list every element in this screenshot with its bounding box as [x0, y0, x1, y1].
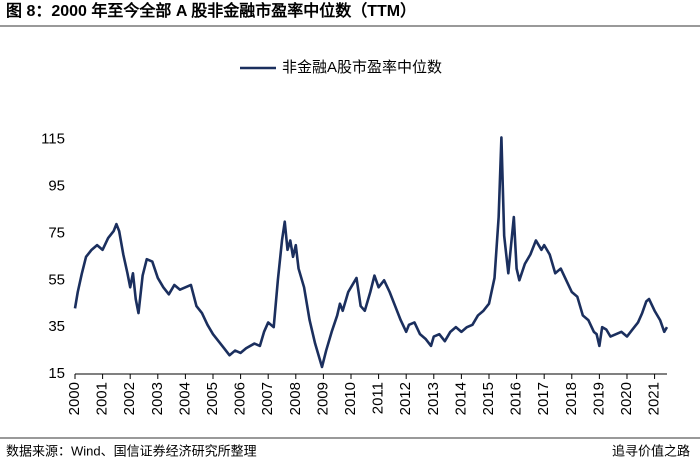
x-tick-label: 2002	[121, 382, 138, 415]
x-tick-label: 2014	[452, 382, 469, 415]
x-tick-label: 2018	[563, 382, 580, 415]
x-tick-label: 2013	[425, 382, 442, 415]
y-tick-label: 95	[48, 178, 65, 195]
x-tick-label: 2020	[618, 382, 635, 415]
x-tick-label: 2005	[204, 382, 221, 415]
y-tick-label: 55	[48, 271, 65, 288]
x-tick-label: 2016	[508, 382, 525, 415]
x-tick-label: 2012	[397, 382, 414, 415]
x-tick-label: 2008	[287, 382, 304, 415]
x-tick-label: 2001	[94, 382, 111, 415]
x-tick-label: 2017	[535, 382, 552, 415]
x-tick-label: 2007	[259, 382, 276, 415]
x-tick-label: 2009	[314, 382, 331, 415]
x-tick-label: 2006	[232, 382, 249, 415]
x-tick-label: 2015	[480, 382, 497, 415]
y-tick-label: 115	[41, 131, 65, 148]
x-tick-label: 2019	[590, 382, 607, 415]
y-tick-label: 15	[48, 365, 65, 382]
source: 数据来源：Wind、国信证券经济研究所整理	[6, 443, 257, 458]
chart-title: 图 8：2000 年至今全部 A 股非金融市盈率中位数（TTM）	[6, 1, 416, 20]
y-tick-label: 35	[48, 318, 65, 335]
x-tick-label: 2004	[176, 382, 193, 415]
x-tick-label: 2003	[149, 382, 166, 415]
y-tick-label: 75	[48, 224, 65, 241]
x-tick-label: 2010	[342, 382, 359, 415]
legend-label: 非金融A股市盈率中位数	[282, 59, 442, 76]
x-tick-label: 2021	[646, 382, 663, 415]
x-tick-label: 2000	[66, 382, 83, 415]
x-tick-label: 2011	[370, 382, 387, 414]
watermark: 追寻价值之路	[612, 443, 690, 458]
line-series	[73, 136, 669, 369]
